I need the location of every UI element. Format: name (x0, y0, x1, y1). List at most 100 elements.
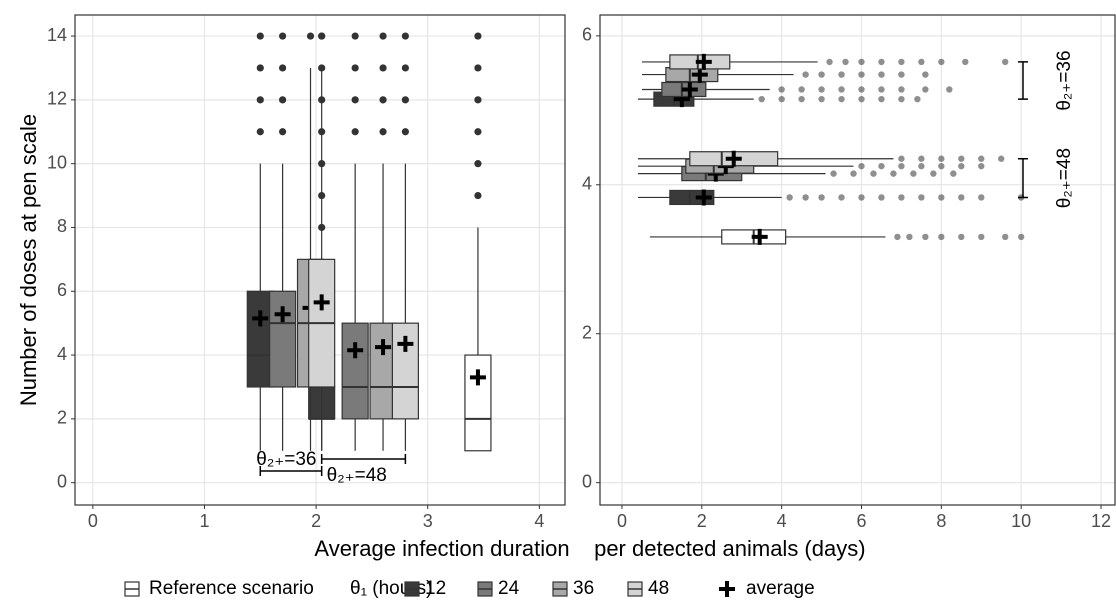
outlier (878, 58, 885, 66)
mean-marker (695, 189, 712, 206)
outlier (898, 155, 905, 162)
outlier (914, 95, 921, 103)
outlier (918, 162, 925, 170)
outlier (798, 95, 805, 103)
outlier (379, 96, 387, 104)
outlier (474, 191, 482, 200)
mean-marker (347, 342, 364, 359)
mean-marker (751, 228, 768, 245)
y-tick-label: 6 (57, 280, 67, 300)
panel-border (74, 14, 566, 506)
legend-title: θ₁ (hours) (350, 578, 432, 599)
outlier (930, 170, 937, 177)
outlier (918, 194, 925, 201)
box (391, 32, 419, 451)
outlier (922, 86, 929, 93)
outlier (938, 162, 945, 170)
outlier (938, 233, 945, 241)
group-label: θ₂₊=48 (1054, 148, 1075, 208)
outlier (351, 32, 359, 40)
outlier (401, 96, 409, 104)
outlier (256, 32, 264, 40)
outlier (1002, 233, 1009, 241)
outlier (802, 71, 809, 78)
mean-marker (313, 294, 330, 311)
outlier (898, 58, 905, 66)
outlier (978, 162, 985, 170)
outlier (379, 32, 387, 40)
outlier (978, 194, 985, 201)
box (637, 150, 1005, 167)
legend-label: average (746, 578, 815, 599)
y-tick-label: 10 (47, 152, 67, 172)
outlier (379, 128, 387, 136)
outlier (318, 32, 326, 40)
x-tick-label: 0 (617, 511, 627, 531)
outlier (256, 96, 264, 104)
group-bracket (1018, 61, 1028, 100)
mean-marker (252, 310, 269, 327)
legend-item: 48 (627, 578, 669, 599)
mean-marker (681, 81, 698, 98)
panel-border (599, 14, 1116, 506)
y-tick-label: 14 (47, 25, 67, 45)
box (637, 189, 1025, 206)
x-tick-label: 2 (311, 511, 321, 531)
outlier (918, 155, 925, 162)
x-tick-label: 3 (423, 511, 433, 531)
group-label: θ₂₊=48 (327, 465, 387, 486)
outlier (894, 233, 901, 241)
outlier (898, 95, 905, 103)
x-tick-label: 1 (199, 511, 209, 531)
box-body (246, 290, 274, 388)
x-tick-label: 0 (88, 511, 98, 531)
outlier (279, 96, 287, 104)
group-label: θ₂₊=36 (1054, 50, 1075, 110)
outlier (878, 71, 885, 78)
legend-mean-key (719, 581, 735, 597)
y-tick-label: 4 (582, 174, 592, 194)
box (649, 228, 1025, 245)
outlier (379, 64, 387, 72)
outlier (838, 71, 845, 78)
outlier (256, 128, 264, 136)
outlier (474, 96, 482, 104)
legend-item: Reference scenario (124, 578, 314, 599)
outlier (978, 155, 985, 162)
box (269, 32, 297, 451)
outlier (850, 170, 857, 177)
outlier (870, 170, 877, 177)
outlier (474, 128, 482, 136)
outlier (858, 162, 865, 170)
outlier (306, 32, 315, 40)
outlier (826, 58, 833, 66)
outlier (758, 95, 765, 103)
outlier (958, 155, 965, 162)
box (246, 32, 274, 451)
y-tick-label: 6 (582, 25, 592, 45)
group-label: θ₂₊=36 (256, 449, 316, 470)
y-tick-label: 2 (582, 322, 592, 342)
outlier (878, 194, 885, 201)
x-tick-label: 12 (1091, 511, 1111, 531)
box (637, 165, 957, 182)
outlier (938, 58, 945, 66)
y-axis-label: Number of doses at pen scale (16, 114, 41, 406)
y-tick-label: 0 (57, 471, 67, 491)
outlier (802, 194, 809, 201)
x-tick-label: 4 (777, 511, 787, 531)
outlier (256, 64, 264, 72)
outlier (351, 64, 359, 72)
outlier (858, 95, 865, 103)
outlier (351, 128, 359, 136)
group-bracket (259, 466, 323, 476)
outlier (401, 64, 409, 72)
legend-label: 12 (425, 578, 446, 599)
outlier (890, 170, 897, 177)
outlier (279, 64, 287, 72)
outlier (858, 86, 865, 93)
outlier (958, 162, 965, 170)
x-tick-label: 6 (856, 511, 866, 531)
box-body (269, 290, 297, 388)
outlier (401, 128, 409, 136)
